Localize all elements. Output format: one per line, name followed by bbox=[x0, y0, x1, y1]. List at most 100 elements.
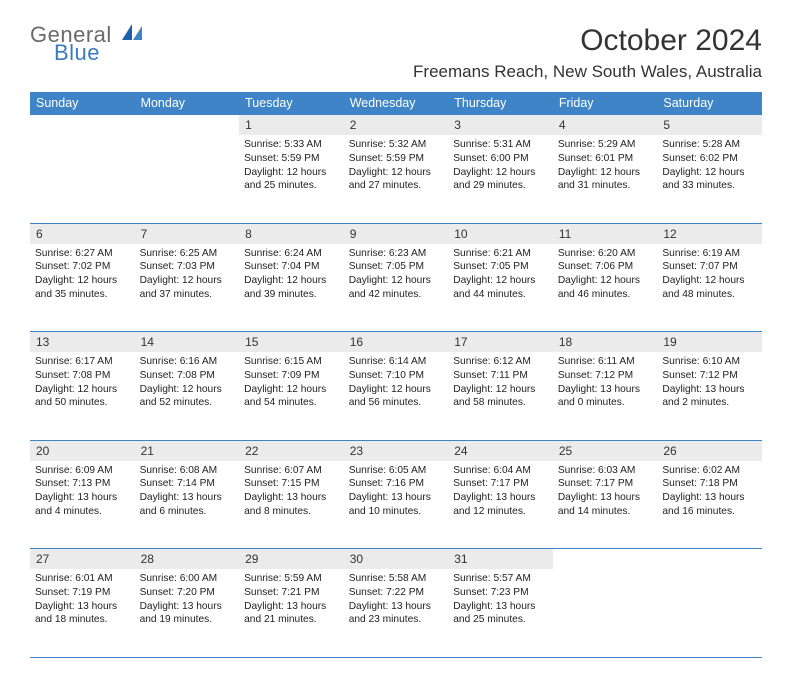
day-details: Sunrise: 6:21 AMSunset: 7:05 PMDaylight:… bbox=[448, 244, 553, 308]
day-number-cell: 27 bbox=[30, 549, 135, 570]
day-details: Sunrise: 5:59 AMSunset: 7:21 PMDaylight:… bbox=[239, 569, 344, 633]
day-number-cell bbox=[30, 115, 135, 135]
calendar-day-cell bbox=[657, 569, 762, 657]
calendar-day-cell: Sunrise: 5:32 AMSunset: 5:59 PMDaylight:… bbox=[344, 135, 449, 223]
day-number-cell: 13 bbox=[30, 332, 135, 353]
day-details: Sunrise: 6:02 AMSunset: 7:18 PMDaylight:… bbox=[657, 461, 762, 525]
calendar-day-cell: Sunrise: 5:28 AMSunset: 6:02 PMDaylight:… bbox=[657, 135, 762, 223]
day-number-cell: 5 bbox=[657, 115, 762, 135]
day-number-row: 13141516171819 bbox=[30, 332, 762, 353]
day-details: Sunrise: 6:25 AMSunset: 7:03 PMDaylight:… bbox=[135, 244, 240, 308]
day-details: Sunrise: 6:07 AMSunset: 7:15 PMDaylight:… bbox=[239, 461, 344, 525]
day-details: Sunrise: 6:00 AMSunset: 7:20 PMDaylight:… bbox=[135, 569, 240, 633]
calendar-day-cell: Sunrise: 6:05 AMSunset: 7:16 PMDaylight:… bbox=[344, 461, 449, 549]
calendar-day-cell: Sunrise: 6:10 AMSunset: 7:12 PMDaylight:… bbox=[657, 352, 762, 440]
calendar-day-cell bbox=[135, 135, 240, 223]
calendar-day-cell: Sunrise: 6:07 AMSunset: 7:15 PMDaylight:… bbox=[239, 461, 344, 549]
calendar-day-cell: Sunrise: 6:04 AMSunset: 7:17 PMDaylight:… bbox=[448, 461, 553, 549]
calendar-day-cell: Sunrise: 6:23 AMSunset: 7:05 PMDaylight:… bbox=[344, 244, 449, 332]
location-subtitle: Freemans Reach, New South Wales, Austral… bbox=[413, 62, 762, 82]
calendar-week-row: Sunrise: 6:17 AMSunset: 7:08 PMDaylight:… bbox=[30, 352, 762, 440]
calendar-day-cell: Sunrise: 5:31 AMSunset: 6:00 PMDaylight:… bbox=[448, 135, 553, 223]
weekday-header: Friday bbox=[553, 92, 658, 115]
day-details: Sunrise: 6:14 AMSunset: 7:10 PMDaylight:… bbox=[344, 352, 449, 416]
calendar-day-cell: Sunrise: 6:08 AMSunset: 7:14 PMDaylight:… bbox=[135, 461, 240, 549]
weekday-header: Monday bbox=[135, 92, 240, 115]
day-number-cell: 10 bbox=[448, 223, 553, 244]
day-details: Sunrise: 5:57 AMSunset: 7:23 PMDaylight:… bbox=[448, 569, 553, 633]
calendar-day-cell: Sunrise: 6:21 AMSunset: 7:05 PMDaylight:… bbox=[448, 244, 553, 332]
weekday-header: Saturday bbox=[657, 92, 762, 115]
logo-word-2: Blue bbox=[54, 42, 144, 64]
day-number-cell: 25 bbox=[553, 440, 658, 461]
calendar-week-row: Sunrise: 5:33 AMSunset: 5:59 PMDaylight:… bbox=[30, 135, 762, 223]
day-details: Sunrise: 6:04 AMSunset: 7:17 PMDaylight:… bbox=[448, 461, 553, 525]
day-number-cell: 24 bbox=[448, 440, 553, 461]
day-details: Sunrise: 6:20 AMSunset: 7:06 PMDaylight:… bbox=[553, 244, 658, 308]
day-details: Sunrise: 6:09 AMSunset: 7:13 PMDaylight:… bbox=[30, 461, 135, 525]
day-number-cell: 30 bbox=[344, 549, 449, 570]
calendar-table: SundayMondayTuesdayWednesdayThursdayFrid… bbox=[30, 92, 762, 658]
calendar-day-cell: Sunrise: 5:57 AMSunset: 7:23 PMDaylight:… bbox=[448, 569, 553, 657]
calendar-day-cell: Sunrise: 6:14 AMSunset: 7:10 PMDaylight:… bbox=[344, 352, 449, 440]
weekday-header: Sunday bbox=[30, 92, 135, 115]
day-number-cell: 3 bbox=[448, 115, 553, 135]
calendar-day-cell: Sunrise: 5:33 AMSunset: 5:59 PMDaylight:… bbox=[239, 135, 344, 223]
day-number-cell: 12 bbox=[657, 223, 762, 244]
day-number-cell: 1 bbox=[239, 115, 344, 135]
day-details: Sunrise: 6:17 AMSunset: 7:08 PMDaylight:… bbox=[30, 352, 135, 416]
day-details: Sunrise: 5:58 AMSunset: 7:22 PMDaylight:… bbox=[344, 569, 449, 633]
calendar-day-cell: Sunrise: 6:03 AMSunset: 7:17 PMDaylight:… bbox=[553, 461, 658, 549]
calendar-week-row: Sunrise: 6:27 AMSunset: 7:02 PMDaylight:… bbox=[30, 244, 762, 332]
day-number-cell: 7 bbox=[135, 223, 240, 244]
day-number-cell: 20 bbox=[30, 440, 135, 461]
calendar-day-cell: Sunrise: 5:59 AMSunset: 7:21 PMDaylight:… bbox=[239, 569, 344, 657]
day-number-cell: 22 bbox=[239, 440, 344, 461]
calendar-day-cell: Sunrise: 6:15 AMSunset: 7:09 PMDaylight:… bbox=[239, 352, 344, 440]
day-number-cell: 11 bbox=[553, 223, 658, 244]
day-number-cell bbox=[553, 549, 658, 570]
day-details: Sunrise: 5:32 AMSunset: 5:59 PMDaylight:… bbox=[344, 135, 449, 199]
day-details: Sunrise: 5:28 AMSunset: 6:02 PMDaylight:… bbox=[657, 135, 762, 199]
day-number-cell: 28 bbox=[135, 549, 240, 570]
calendar-day-cell: Sunrise: 6:00 AMSunset: 7:20 PMDaylight:… bbox=[135, 569, 240, 657]
calendar-day-cell: Sunrise: 5:29 AMSunset: 6:01 PMDaylight:… bbox=[553, 135, 658, 223]
day-number-cell: 29 bbox=[239, 549, 344, 570]
day-details: Sunrise: 6:03 AMSunset: 7:17 PMDaylight:… bbox=[553, 461, 658, 525]
day-number-cell: 21 bbox=[135, 440, 240, 461]
day-details: Sunrise: 6:12 AMSunset: 7:11 PMDaylight:… bbox=[448, 352, 553, 416]
day-number-row: 2728293031 bbox=[30, 549, 762, 570]
day-number-row: 6789101112 bbox=[30, 223, 762, 244]
calendar-day-cell: Sunrise: 6:09 AMSunset: 7:13 PMDaylight:… bbox=[30, 461, 135, 549]
day-number-cell: 18 bbox=[553, 332, 658, 353]
page-title: October 2024 bbox=[413, 24, 762, 58]
calendar-week-row: Sunrise: 6:01 AMSunset: 7:19 PMDaylight:… bbox=[30, 569, 762, 657]
weekday-header: Tuesday bbox=[239, 92, 344, 115]
day-details: Sunrise: 6:19 AMSunset: 7:07 PMDaylight:… bbox=[657, 244, 762, 308]
weekday-header: Thursday bbox=[448, 92, 553, 115]
calendar-week-row: Sunrise: 6:09 AMSunset: 7:13 PMDaylight:… bbox=[30, 461, 762, 549]
day-number-cell: 19 bbox=[657, 332, 762, 353]
day-number-cell: 23 bbox=[344, 440, 449, 461]
day-number-cell: 6 bbox=[30, 223, 135, 244]
day-number-row: 20212223242526 bbox=[30, 440, 762, 461]
day-number-cell: 9 bbox=[344, 223, 449, 244]
day-number-cell bbox=[657, 549, 762, 570]
calendar-day-cell: Sunrise: 6:01 AMSunset: 7:19 PMDaylight:… bbox=[30, 569, 135, 657]
day-number-cell bbox=[135, 115, 240, 135]
day-details: Sunrise: 5:33 AMSunset: 5:59 PMDaylight:… bbox=[239, 135, 344, 199]
calendar-day-cell: Sunrise: 6:17 AMSunset: 7:08 PMDaylight:… bbox=[30, 352, 135, 440]
calendar-day-cell: Sunrise: 6:20 AMSunset: 7:06 PMDaylight:… bbox=[553, 244, 658, 332]
day-details: Sunrise: 6:11 AMSunset: 7:12 PMDaylight:… bbox=[553, 352, 658, 416]
weekday-header-row: SundayMondayTuesdayWednesdayThursdayFrid… bbox=[30, 92, 762, 115]
calendar-day-cell: Sunrise: 6:27 AMSunset: 7:02 PMDaylight:… bbox=[30, 244, 135, 332]
day-details: Sunrise: 6:24 AMSunset: 7:04 PMDaylight:… bbox=[239, 244, 344, 308]
day-number-cell: 8 bbox=[239, 223, 344, 244]
calendar-day-cell: Sunrise: 6:19 AMSunset: 7:07 PMDaylight:… bbox=[657, 244, 762, 332]
day-number-cell: 31 bbox=[448, 549, 553, 570]
day-details: Sunrise: 6:16 AMSunset: 7:08 PMDaylight:… bbox=[135, 352, 240, 416]
day-number-cell: 15 bbox=[239, 332, 344, 353]
calendar-day-cell: Sunrise: 6:11 AMSunset: 7:12 PMDaylight:… bbox=[553, 352, 658, 440]
day-details: Sunrise: 6:10 AMSunset: 7:12 PMDaylight:… bbox=[657, 352, 762, 416]
day-details: Sunrise: 6:27 AMSunset: 7:02 PMDaylight:… bbox=[30, 244, 135, 308]
